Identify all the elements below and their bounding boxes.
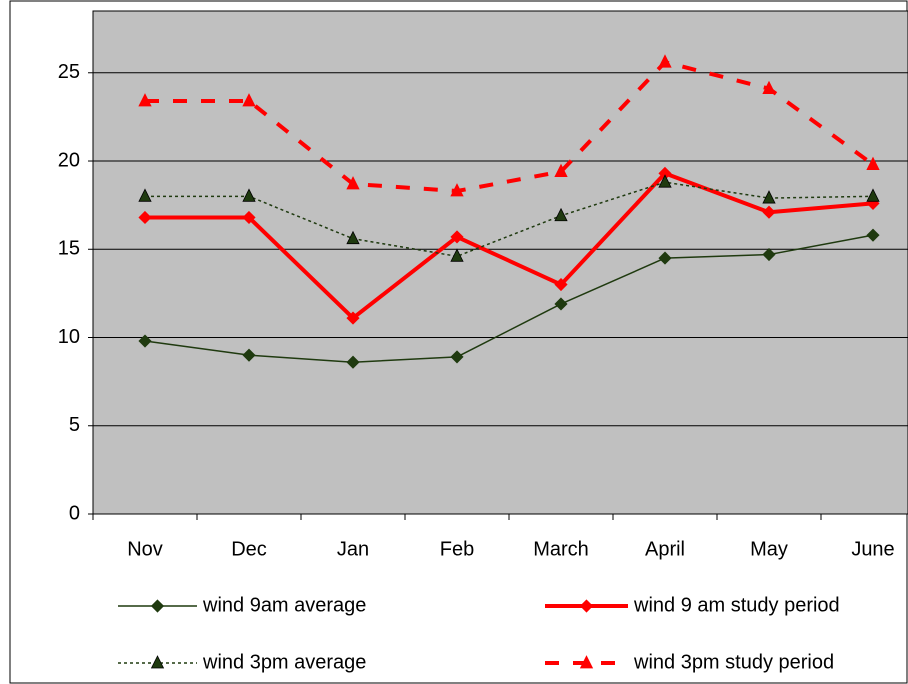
data-point — [346, 311, 360, 325]
data-point — [450, 248, 464, 262]
data-point — [450, 183, 464, 197]
plot-area — [92, 10, 908, 515]
series-line — [145, 181, 874, 258]
data-point — [658, 251, 672, 265]
x-tick-label: Nov — [127, 538, 163, 560]
y-tick-label: 5 — [69, 414, 80, 436]
x-tick-label: Feb — [440, 538, 474, 560]
data-point — [138, 210, 152, 225]
y-tick-label: 15 — [58, 238, 80, 260]
data-point — [762, 80, 776, 95]
data-point — [242, 210, 256, 225]
x-tick-label: June — [851, 538, 894, 560]
legend-marker — [579, 599, 594, 613]
data-point — [554, 163, 568, 178]
data-point — [554, 207, 568, 222]
data-point — [762, 205, 776, 219]
legend-label: wind 9 am study period — [633, 594, 840, 616]
y-tick-label: 10 — [58, 326, 80, 348]
x-tick-label: March — [533, 538, 589, 560]
data-point — [346, 230, 360, 245]
data-point — [658, 174, 672, 188]
series-line — [145, 171, 874, 321]
data-point — [242, 188, 256, 202]
data-point — [138, 334, 152, 348]
x-tick-label: May — [750, 538, 788, 560]
legend-marker — [579, 655, 594, 669]
data-point — [866, 188, 880, 202]
x-tick-label: Jan — [337, 538, 369, 560]
series-line — [144, 234, 874, 363]
series-line — [145, 60, 875, 194]
data-point — [762, 247, 776, 262]
legend-marker — [150, 599, 165, 613]
data-point — [554, 297, 568, 311]
data-point — [762, 190, 776, 204]
data-point — [242, 348, 256, 362]
x-tick-label: Dec — [231, 538, 267, 560]
y-tick-label: 0 — [69, 502, 80, 524]
data-point — [346, 176, 360, 190]
data-point — [346, 355, 360, 369]
data-point — [138, 93, 152, 107]
data-point — [242, 93, 256, 107]
legend-label: wind 3pm study period — [633, 651, 834, 673]
legend-marker — [150, 655, 165, 669]
data-point — [138, 188, 152, 202]
data-point — [866, 156, 880, 170]
data-point — [450, 350, 464, 364]
data-point — [866, 228, 880, 242]
data-point — [450, 230, 464, 244]
legend-label: wind 3pm average — [202, 651, 366, 673]
data-point — [554, 277, 568, 292]
data-point — [658, 54, 672, 68]
y-tick-label: 20 — [58, 149, 80, 171]
x-tick-label: April — [645, 538, 685, 560]
y-tick-label: 25 — [58, 61, 80, 83]
legend-label: wind 9am average — [202, 594, 366, 616]
